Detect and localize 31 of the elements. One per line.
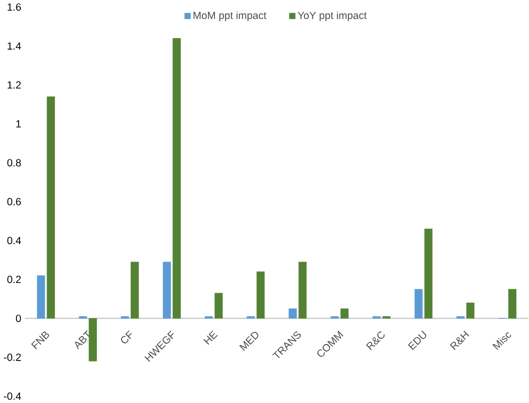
bar bbox=[36, 275, 46, 318]
x-tick-label: Misc bbox=[492, 332, 512, 350]
y-tick-label: 0.6 bbox=[7, 198, 21, 206]
legend-label: MoM ppt impact bbox=[194, 11, 266, 21]
y-tick-label: -0.4 bbox=[4, 392, 21, 400]
bar bbox=[414, 288, 423, 318]
x-tick-label: CF bbox=[121, 330, 132, 344]
bar bbox=[466, 302, 474, 318]
y-tick-label: 0 bbox=[16, 314, 21, 322]
y-tick-label: 1.6 bbox=[8, 3, 21, 11]
bar bbox=[288, 308, 297, 318]
bar bbox=[46, 96, 55, 318]
bar bbox=[162, 262, 171, 318]
bar bbox=[340, 308, 349, 318]
y-tick-label: 1.4 bbox=[8, 42, 21, 50]
bar bbox=[88, 318, 97, 362]
bar bbox=[424, 228, 432, 318]
bar bbox=[214, 292, 223, 318]
y-tick-label: 1 bbox=[16, 120, 21, 128]
y-tick-label: -0.2 bbox=[4, 353, 21, 361]
y-tick-label: 0.8 bbox=[7, 158, 21, 166]
bar bbox=[130, 262, 139, 318]
bar bbox=[172, 38, 181, 318]
x-tick-label: HE bbox=[203, 330, 218, 345]
legend-label: YoY ppt impact bbox=[298, 11, 367, 21]
bar bbox=[256, 271, 265, 318]
bar bbox=[298, 262, 307, 318]
bar bbox=[508, 288, 516, 318]
y-tick-label: 1.2 bbox=[8, 81, 21, 88]
y-tick-label: 0.2 bbox=[7, 276, 21, 283]
y-tick-label: 0.4 bbox=[7, 236, 21, 244]
